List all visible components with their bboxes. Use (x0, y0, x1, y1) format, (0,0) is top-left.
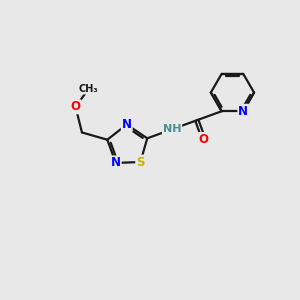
Text: N: N (122, 118, 132, 131)
Text: NH: NH (163, 124, 181, 134)
Text: S: S (136, 155, 145, 169)
Text: CH₃: CH₃ (79, 84, 99, 94)
Text: O: O (199, 133, 209, 146)
Text: N: N (238, 105, 248, 118)
Text: N: N (111, 156, 121, 170)
Text: O: O (70, 100, 80, 113)
